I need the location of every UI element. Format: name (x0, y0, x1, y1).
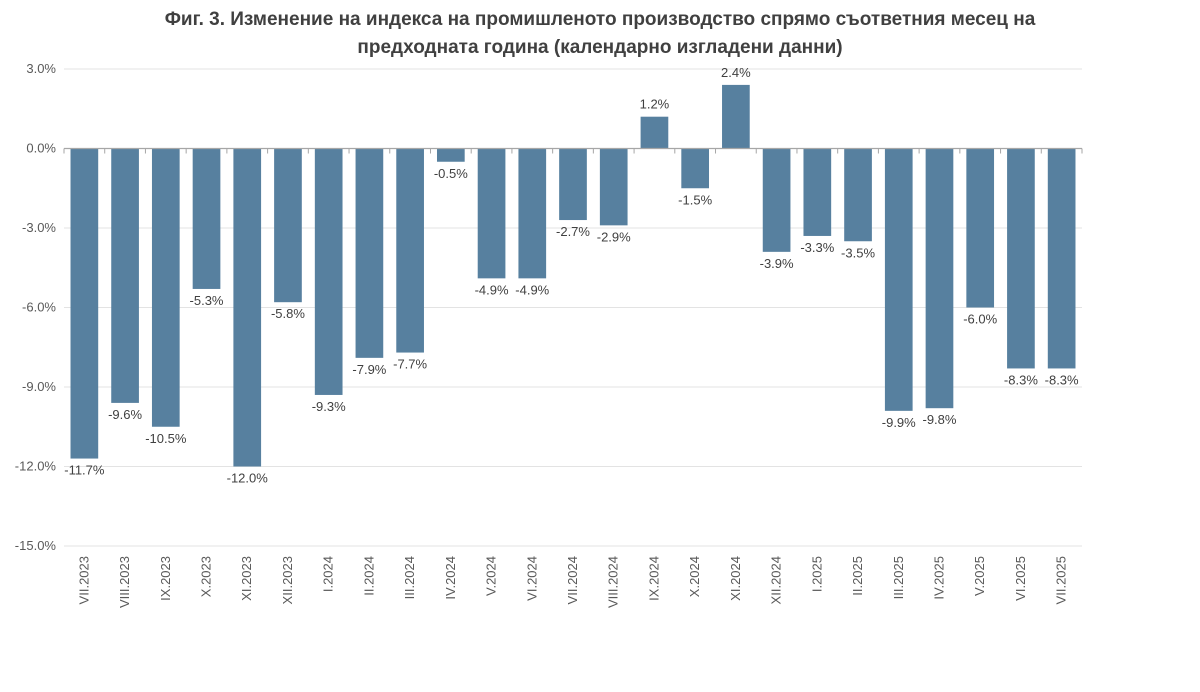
y-tick-label: 0.0% (26, 141, 56, 156)
bar (233, 148, 262, 467)
x-tick-label: I.2024 (321, 556, 336, 592)
data-label: -3.9% (760, 256, 794, 271)
y-tick-label: -6.0% (22, 300, 56, 315)
data-label: -7.9% (352, 362, 386, 377)
data-label: -3.5% (841, 245, 875, 260)
x-tick-label: I.2025 (809, 556, 824, 592)
bar (355, 148, 384, 358)
bar (599, 148, 628, 226)
x-tick-label: VIII.2023 (117, 556, 132, 608)
x-tick-label: V.2025 (972, 556, 987, 596)
x-tick-label: VII.2024 (565, 556, 580, 604)
bar (477, 148, 506, 279)
bar (681, 148, 710, 189)
y-tick-label: -3.0% (22, 220, 56, 235)
bar (884, 148, 913, 411)
x-axis-ticks: VII.2023 VIII.2023 IX.2023 X.2023 XI.2023 XII… (76, 556, 1068, 608)
data-label: -7.7% (393, 357, 427, 372)
x-tick-label: III.2025 (891, 556, 906, 599)
x-tick-label: IV.2024 (443, 556, 458, 600)
x-tick-label: VII.2025 (1054, 556, 1069, 604)
x-tick-label: XII.2024 (769, 556, 784, 604)
y-tick-label: 3.0% (26, 61, 56, 76)
data-label: 2.4% (721, 65, 751, 80)
data-label: -5.3% (190, 293, 224, 308)
data-label: -9.3% (312, 399, 346, 414)
x-tick-label: X.2023 (199, 556, 214, 597)
data-label: -2.7% (556, 224, 590, 239)
x-tick-label: IX.2024 (646, 556, 661, 601)
y-tick-label: -12.0% (15, 459, 57, 474)
bar (966, 148, 995, 308)
x-tick-label: IX.2023 (158, 556, 173, 601)
data-label: -9.8% (922, 412, 956, 427)
x-tick-label: V.2024 (484, 556, 499, 596)
bar (559, 148, 587, 221)
bar (518, 148, 547, 279)
data-labels: -11.7% -9.6%-10.5% -5.3% -12.0% -5.8% -9.3% -7… (64, 65, 1079, 486)
bar (803, 148, 832, 236)
x-tick-label: II.2024 (361, 556, 376, 596)
data-label: -0.5% (434, 166, 468, 181)
bar (640, 116, 669, 149)
data-label: -4.9% (515, 282, 549, 297)
bar (844, 148, 872, 242)
data-label: -6.0% (963, 312, 997, 327)
bar (722, 84, 750, 149)
data-label: -10.5% (145, 431, 187, 446)
bar (925, 148, 954, 409)
data-label: -3.3% (800, 240, 834, 255)
bar (111, 148, 139, 403)
x-tick-label: XI.2023 (239, 556, 254, 601)
chart-title-line-2: предходната година (календарно изгладени… (357, 37, 843, 58)
data-label: -8.3% (1045, 372, 1079, 387)
x-tick-label: VIII.2024 (606, 556, 621, 608)
x-tick-label: VI.2024 (524, 556, 539, 601)
data-label: -9.9% (882, 415, 916, 430)
x-tick-label: X.2024 (687, 556, 702, 597)
bar (436, 148, 465, 162)
x-axis (63, 147, 1083, 154)
data-label: -9.6% (108, 407, 142, 422)
data-label: -5.8% (271, 306, 305, 321)
x-tick-label: IV.2025 (931, 556, 946, 600)
data-label: -1.5% (678, 192, 712, 207)
x-tick-label: II.2025 (850, 556, 865, 596)
data-label: -4.9% (475, 282, 509, 297)
bar (192, 148, 221, 289)
bar (274, 148, 302, 303)
x-tick-label: III.2024 (402, 556, 417, 599)
x-tick-label: VII.2023 (76, 556, 91, 604)
chart-title-line-1: Фиг. 3. Изменение на индекса на промишле… (164, 9, 1036, 30)
bar (1007, 148, 1035, 369)
y-tick-label: -15.0% (15, 538, 57, 553)
x-tick-label: VI.2025 (1013, 556, 1028, 601)
bar (762, 148, 791, 252)
bar (314, 148, 343, 395)
bars (70, 84, 1076, 467)
y-axis-ticks: 3.0% 0.0% -3.0% -6.0% -9.0% -12.0% -15.0% (15, 61, 57, 553)
data-label: 1.2% (640, 97, 670, 112)
data-label: -11.7% (64, 463, 105, 478)
bar (151, 148, 180, 427)
y-tick-label: -9.0% (22, 379, 56, 394)
x-tick-label: XI.2024 (728, 556, 743, 601)
bar (396, 148, 424, 353)
x-tick-label: XII.2023 (280, 556, 295, 604)
bar (70, 148, 99, 459)
chart-title: Фиг. 3. Изменение на индекса на промишле… (0, 6, 1200, 62)
data-label: -12.0% (227, 471, 269, 486)
data-label: -8.3% (1004, 372, 1038, 387)
data-label: -2.9% (597, 229, 631, 244)
bar (1047, 148, 1076, 369)
